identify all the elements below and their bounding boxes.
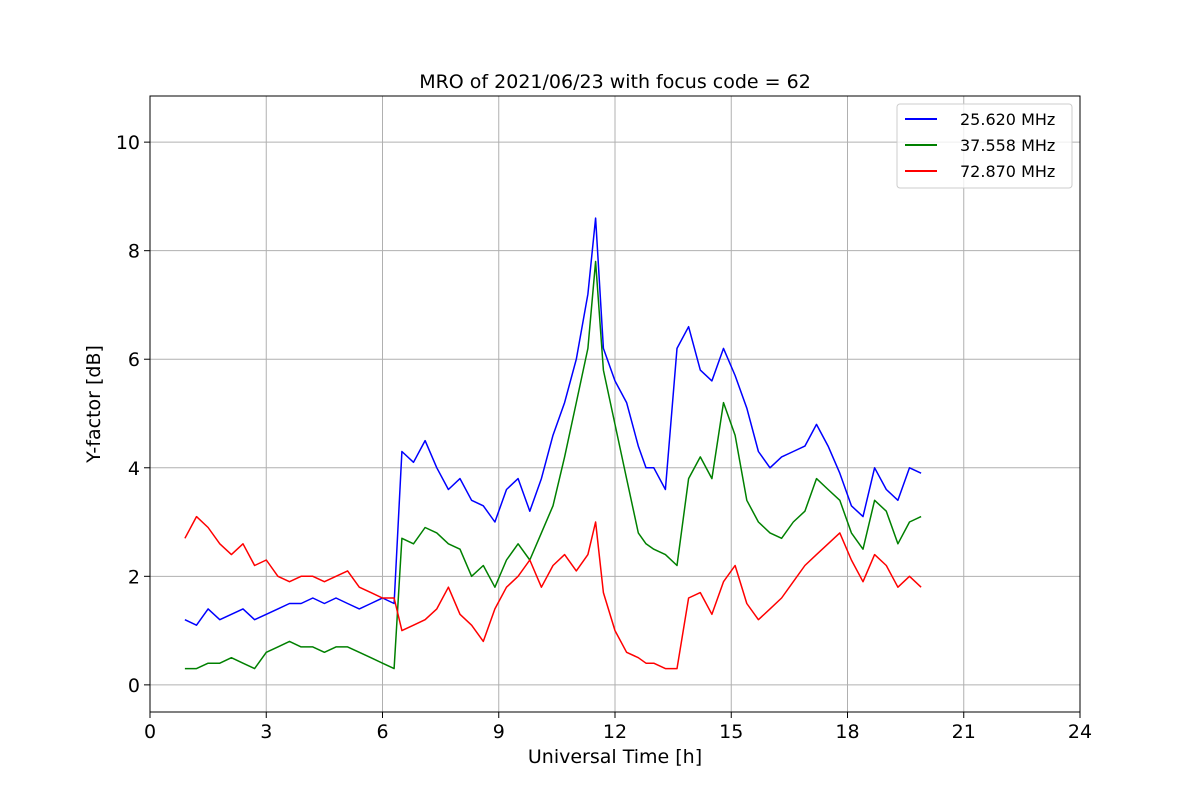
- x-tick-label: 12: [603, 721, 627, 743]
- series-layer: [184, 217, 922, 670]
- legend: 25.620 MHz 37.558 MHz 72.870 MHz: [896, 103, 1073, 189]
- y-tick-label: 2: [128, 566, 140, 588]
- series-line-3: [184, 515, 922, 670]
- chart-title: MRO of 2021/06/23 with focus code = 62: [419, 71, 811, 93]
- x-tick-label: 15: [719, 721, 743, 743]
- legend-label: 25.620 MHz: [960, 110, 1055, 129]
- series-line-2: [184, 260, 922, 670]
- y-tick-label: 0: [128, 675, 140, 697]
- y-tick-label: 10: [116, 132, 140, 154]
- legend-label: 72.870 MHz: [960, 162, 1055, 181]
- x-tick-label: 21: [952, 721, 976, 743]
- x-axis-label: Universal Time [h]: [528, 746, 702, 768]
- x-tick-label: 18: [835, 721, 859, 743]
- x-tick-label: 0: [144, 721, 156, 743]
- legend-box: [896, 103, 1073, 189]
- y-tick-label: 6: [128, 349, 140, 371]
- x-tick-label: 6: [376, 721, 388, 743]
- y-tick-label: 8: [128, 241, 140, 263]
- legend-label: 37.558 MHz: [960, 136, 1055, 155]
- x-tick-label: 24: [1068, 721, 1092, 743]
- series-line-1: [184, 217, 922, 626]
- x-tick-label: 3: [260, 721, 272, 743]
- x-tick-label: 9: [493, 721, 505, 743]
- y-axis-label: Y-factor [dB]: [83, 345, 105, 464]
- y-tick-label: 4: [128, 458, 140, 480]
